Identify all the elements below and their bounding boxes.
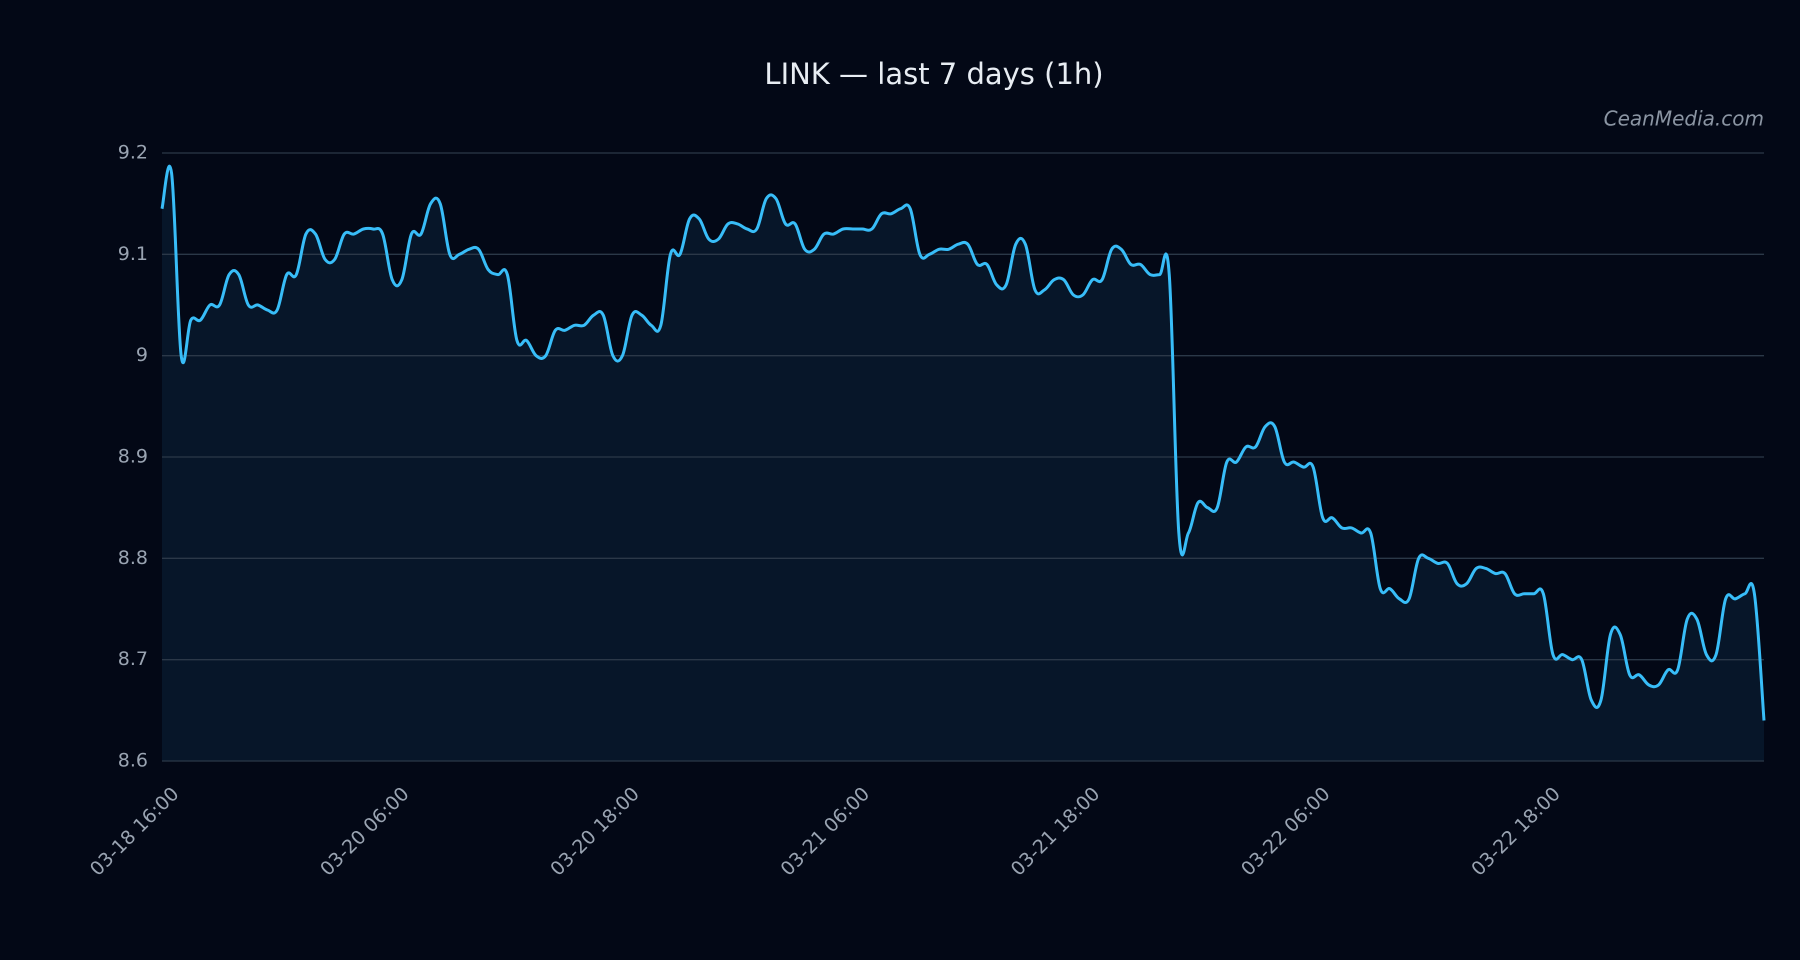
- y-tick-label: 8.8: [118, 547, 148, 569]
- area: [162, 166, 1764, 762]
- y-tick-label: 9: [136, 344, 148, 366]
- chart-title: LINK — last 7 days (1h): [764, 57, 1103, 91]
- watermark: CeanMedia.com: [1604, 107, 1764, 131]
- y-tick-label: 8.9: [118, 446, 148, 468]
- y-tick-label: 9.1: [118, 243, 148, 265]
- line: [160, 164, 1766, 721]
- y-tick-label: 8.6: [118, 750, 148, 772]
- y-tick-label: 8.7: [118, 648, 148, 670]
- y-tick-label: 9.2: [118, 142, 148, 164]
